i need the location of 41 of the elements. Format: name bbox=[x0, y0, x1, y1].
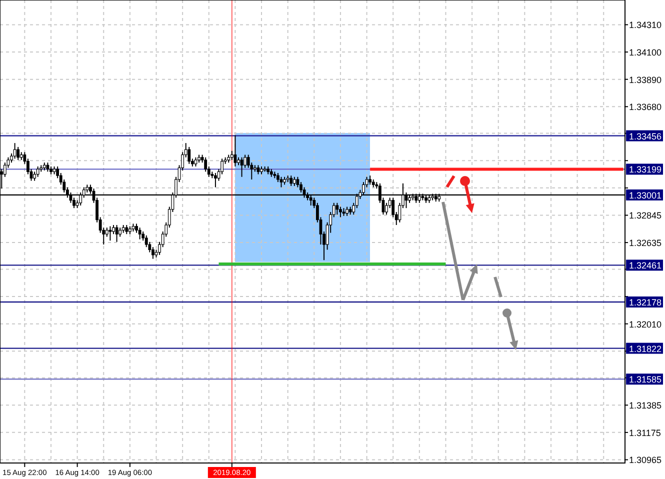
y-tick-label: 1.32635 bbox=[629, 238, 662, 248]
candlestick bbox=[108, 226, 112, 242]
y-tick-label: 1.34310 bbox=[629, 20, 662, 30]
candlestick bbox=[368, 175, 372, 186]
candlestick bbox=[36, 166, 40, 178]
ref-line-label: 1.33456 bbox=[629, 131, 662, 142]
ref-line-label: 1.31585 bbox=[629, 374, 662, 385]
ref-line-label: 1.33001 bbox=[629, 190, 662, 200]
y-tick-label: 1.33680 bbox=[629, 102, 662, 112]
y-tick-label: 1.31175 bbox=[629, 428, 661, 438]
candlestick bbox=[280, 176, 283, 188]
candlestick bbox=[194, 156, 198, 167]
candlestick bbox=[214, 172, 217, 188]
candlestick bbox=[46, 162, 50, 172]
ref-line-label: 1.31822 bbox=[629, 344, 662, 354]
candlestick bbox=[16, 146, 20, 160]
candlestick bbox=[234, 134, 237, 167]
candlestick bbox=[240, 156, 244, 178]
candlestick bbox=[290, 175, 293, 186]
candlestick bbox=[346, 206, 348, 216]
candlestick bbox=[125, 224, 128, 235]
candlestick bbox=[256, 164, 260, 175]
ref-line-label: 1.32461 bbox=[629, 260, 662, 271]
candlestick bbox=[118, 227, 122, 238]
candlestick bbox=[115, 224, 118, 242]
y-tick-label: 1.31385 bbox=[629, 400, 662, 411]
ref-line-label: 1.32178 bbox=[629, 297, 662, 308]
candlestick bbox=[105, 227, 108, 238]
candlestick bbox=[138, 227, 142, 240]
y-tick-label: 1.30965 bbox=[629, 455, 662, 466]
ref-line-label: 1.33199 bbox=[629, 164, 662, 175]
y-tick-label: 1.32010 bbox=[629, 319, 662, 330]
candlestick bbox=[13, 142, 16, 160]
candlestick bbox=[336, 202, 339, 216]
candlestick bbox=[230, 150, 234, 160]
y-tick-label: 1.33890 bbox=[629, 74, 662, 85]
y-tick-label: 1.34100 bbox=[629, 48, 662, 58]
candlestick bbox=[339, 206, 342, 218]
candlestick bbox=[188, 146, 191, 164]
y-tick-label: 1.32845 bbox=[629, 210, 662, 221]
candlestick bbox=[292, 176, 296, 186]
